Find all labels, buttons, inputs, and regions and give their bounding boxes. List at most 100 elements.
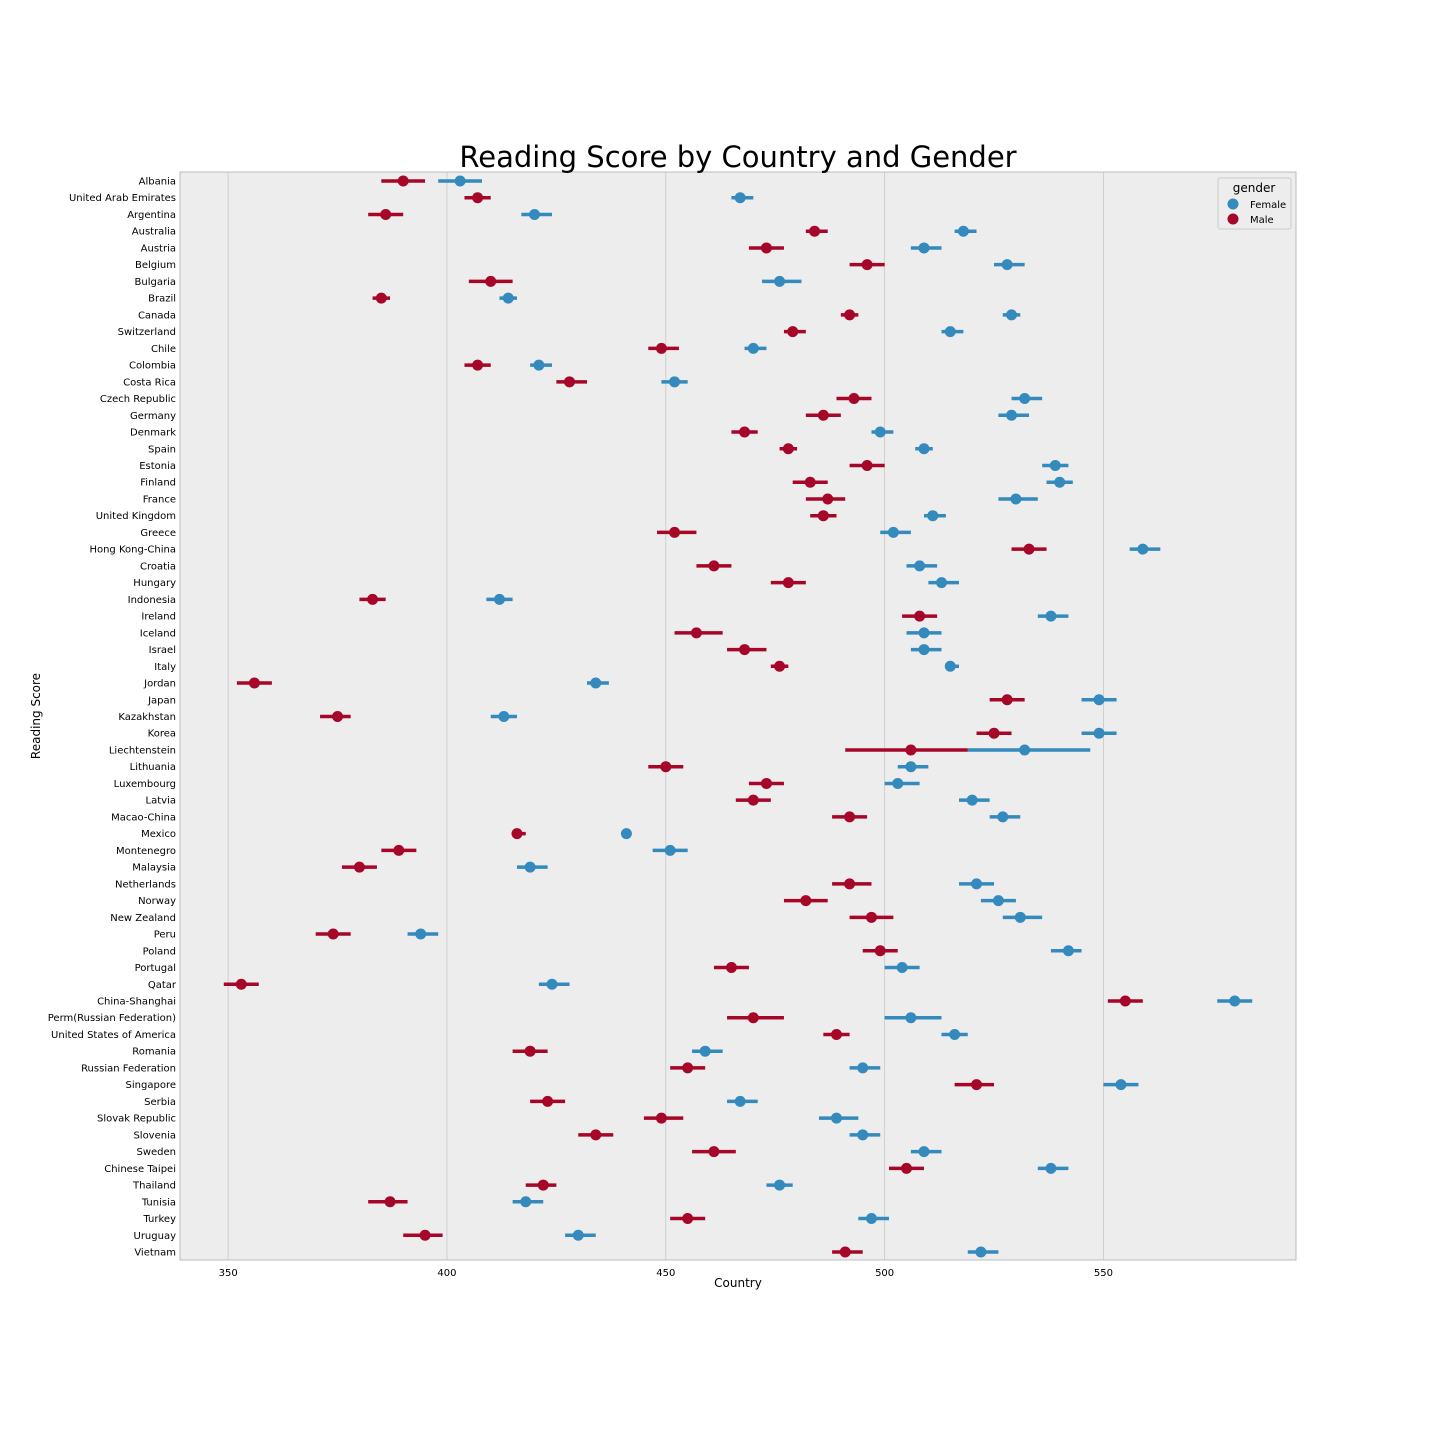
male-point — [384, 1196, 396, 1208]
y-tick-label: Korea — [148, 729, 176, 740]
male-point — [375, 292, 387, 304]
male-point — [332, 711, 344, 722]
male-point — [1119, 995, 1131, 1007]
y-tick-label: Indonesia — [128, 595, 176, 606]
male-point — [367, 593, 379, 605]
female-point — [1006, 309, 1018, 321]
male-point — [708, 560, 720, 572]
female-point — [918, 242, 930, 254]
y-tick-label: Colombia — [129, 361, 176, 372]
male-point — [865, 911, 877, 923]
y-tick-label: Finland — [140, 478, 176, 489]
female-point — [528, 208, 540, 220]
y-tick-label: Ireland — [141, 612, 176, 623]
y-tick-label: Italy — [154, 662, 176, 673]
y-tick-label: Romania — [132, 1047, 176, 1058]
male-point — [655, 342, 667, 354]
female-point — [524, 861, 536, 873]
male-point — [655, 1112, 667, 1124]
female-point — [498, 711, 510, 722]
y-axis-label: Reading Score — [29, 673, 43, 759]
female-point — [1054, 476, 1066, 488]
y-tick-label: Estonia — [139, 461, 176, 472]
male-point — [774, 660, 786, 672]
y-tick-label: Poland — [143, 946, 176, 957]
male-point — [564, 376, 576, 388]
y-tick-label: Switzerland — [118, 327, 176, 338]
female-point — [971, 878, 983, 890]
male-point — [682, 1213, 694, 1225]
male-point — [393, 844, 405, 856]
male-point — [472, 359, 484, 371]
grid-lines — [227, 172, 1104, 1260]
female-point — [1001, 259, 1013, 271]
legend-label-female: Female — [1250, 200, 1286, 211]
male-point — [914, 610, 926, 622]
y-tick-label: Lithuania — [130, 762, 176, 773]
y-tick-label: United Kingdom — [96, 511, 176, 522]
male-point — [861, 259, 873, 271]
legend: gender Female Male — [1217, 177, 1292, 230]
female-point — [1115, 1079, 1127, 1091]
male-point — [660, 761, 672, 773]
female-point — [546, 978, 558, 990]
female-point — [892, 777, 904, 789]
male-point — [485, 275, 497, 287]
female-point — [949, 1028, 961, 1040]
legend-swatch-male — [1227, 213, 1239, 225]
female-point — [1014, 911, 1026, 923]
y-tick-label: Qatar — [148, 980, 177, 991]
y-tick-label: Peru — [154, 930, 176, 941]
male-point — [782, 577, 794, 589]
y-tick-label: Russian Federation — [81, 1063, 176, 1074]
female-point — [747, 342, 759, 354]
y-tick-label: Japan — [147, 695, 176, 706]
y-tick-label: Austria — [141, 243, 176, 254]
female-point — [918, 644, 930, 656]
y-tick-label: Costa Rica — [123, 377, 176, 388]
male-point — [380, 208, 392, 220]
female-point — [966, 794, 978, 806]
legend-title: gender — [1233, 181, 1276, 195]
male-point — [971, 1079, 983, 1091]
y-tick-label: Netherlands — [115, 879, 176, 890]
male-point — [682, 1062, 694, 1074]
male-point — [988, 727, 1000, 739]
male-point — [542, 1095, 554, 1107]
female-point — [992, 895, 1004, 907]
y-tick-label: Mexico — [141, 829, 176, 840]
plot-border — [179, 171, 1297, 1261]
male-point — [844, 878, 856, 890]
female-point — [1049, 459, 1061, 471]
female-point — [520, 1196, 532, 1208]
y-tick-label: Luxembourg — [114, 779, 176, 790]
female-point — [533, 359, 545, 371]
y-tick-label: Norway — [138, 896, 176, 907]
x-tick-label: 350 — [219, 1268, 238, 1279]
female-point — [664, 844, 676, 856]
male-point — [590, 1129, 602, 1141]
female-point — [874, 426, 886, 438]
male-point — [248, 677, 260, 689]
y-tick-label: Uruguay — [134, 1231, 177, 1242]
male-point — [327, 928, 339, 940]
y-tick-label: Turkey — [142, 1214, 176, 1225]
female-point — [669, 376, 681, 388]
x-tick-label: 400 — [437, 1268, 456, 1279]
y-tick-label: Israel — [149, 645, 176, 656]
x-axis-ticks: 350 400 450 500 550 — [219, 1268, 1113, 1279]
female-point — [699, 1045, 711, 1057]
female-point — [944, 660, 956, 672]
male-point — [739, 426, 751, 438]
male-point — [782, 443, 794, 455]
male-point — [817, 510, 829, 522]
female-point — [590, 677, 602, 689]
y-tick-label: Germany — [130, 411, 176, 422]
male-point — [874, 945, 886, 957]
y-tick-label: United Arab Emirates — [69, 193, 176, 204]
y-tick-label: Chinese Taipei — [104, 1164, 176, 1175]
y-tick-label: France — [143, 494, 176, 505]
female-point — [1045, 1162, 1057, 1174]
male-point — [830, 1028, 842, 1040]
